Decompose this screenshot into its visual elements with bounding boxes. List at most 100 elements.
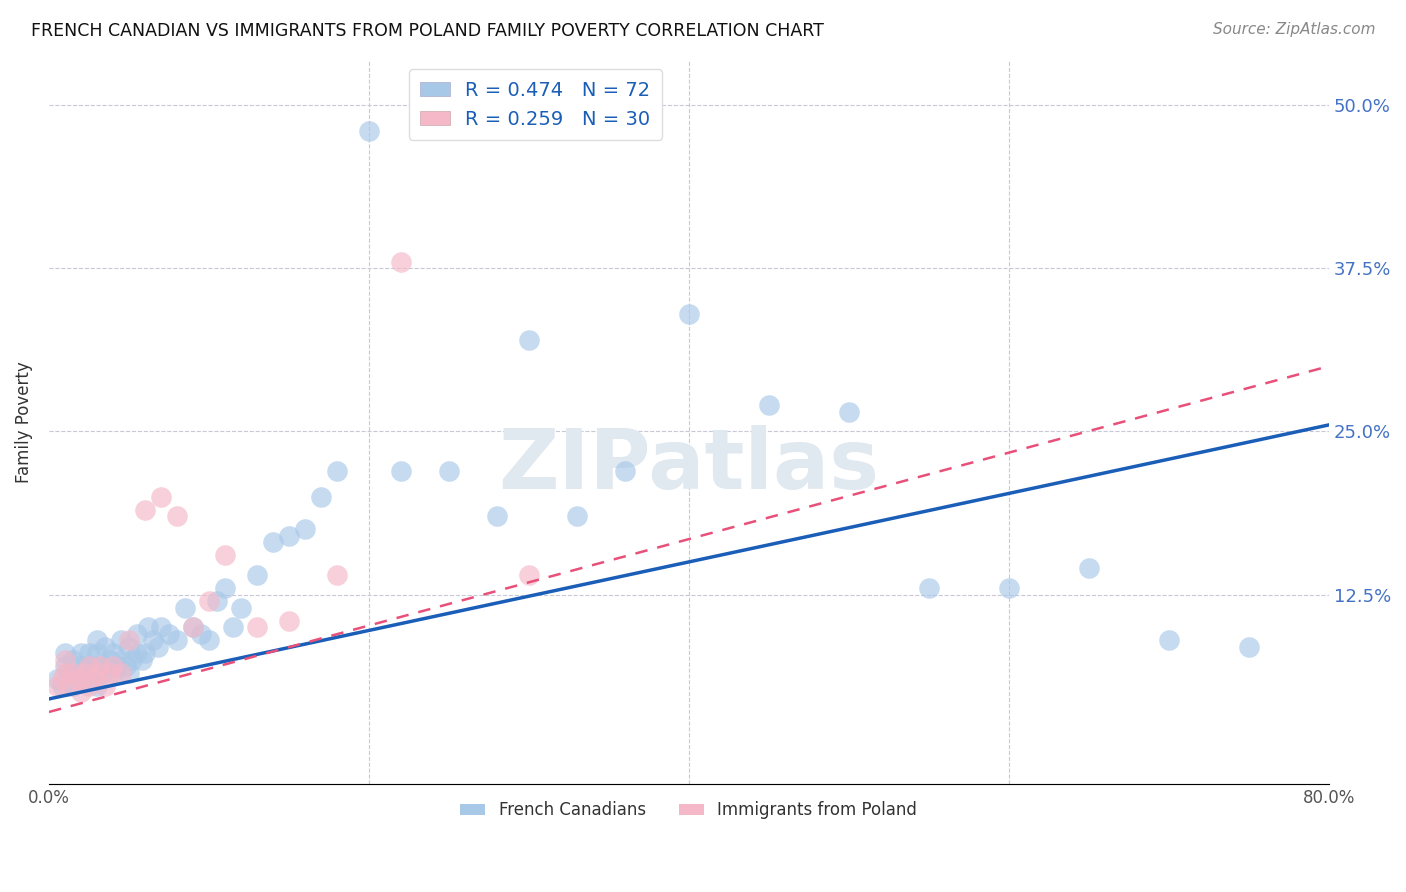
Point — [86, 633, 108, 648]
Point — [134, 646, 156, 660]
Point — [118, 640, 141, 654]
Point — [86, 659, 108, 673]
Point — [66, 673, 89, 687]
Point — [214, 581, 236, 595]
Point — [131, 653, 153, 667]
Point — [77, 646, 100, 660]
Point — [1077, 561, 1099, 575]
Point — [174, 600, 197, 615]
Point — [222, 620, 245, 634]
Point — [125, 626, 148, 640]
Point — [94, 659, 117, 673]
Point — [110, 665, 132, 680]
Point — [149, 490, 172, 504]
Point — [136, 620, 159, 634]
Point — [246, 620, 269, 634]
Point — [437, 464, 460, 478]
Point — [46, 679, 69, 693]
Point — [89, 659, 111, 673]
Point — [70, 646, 93, 660]
Point — [51, 679, 73, 693]
Point — [357, 124, 380, 138]
Point — [101, 646, 124, 660]
Point — [205, 594, 228, 608]
Point — [77, 679, 100, 693]
Point — [110, 633, 132, 648]
Point — [181, 620, 204, 634]
Point — [181, 620, 204, 634]
Point — [246, 568, 269, 582]
Text: ZIPatlas: ZIPatlas — [498, 425, 879, 506]
Point — [278, 529, 301, 543]
Point — [166, 509, 188, 524]
Point — [157, 626, 180, 640]
Point — [94, 640, 117, 654]
Point — [53, 665, 76, 680]
Point — [517, 568, 540, 582]
Point — [294, 522, 316, 536]
Legend: French Canadians, Immigrants from Poland: French Canadians, Immigrants from Poland — [454, 795, 924, 826]
Point — [77, 673, 100, 687]
Point — [998, 581, 1021, 595]
Point — [309, 490, 332, 504]
Point — [149, 620, 172, 634]
Point — [70, 673, 93, 687]
Point — [77, 659, 100, 673]
Point — [101, 659, 124, 673]
Point — [73, 665, 96, 680]
Point — [198, 594, 221, 608]
Point — [121, 653, 143, 667]
Point — [134, 502, 156, 516]
Point — [83, 665, 105, 680]
Point — [198, 633, 221, 648]
Point — [86, 679, 108, 693]
Point — [53, 646, 76, 660]
Point — [678, 307, 700, 321]
Point — [918, 581, 941, 595]
Point — [278, 614, 301, 628]
Point — [90, 665, 112, 680]
Point — [1237, 640, 1260, 654]
Point — [190, 626, 212, 640]
Point — [118, 633, 141, 648]
Point — [326, 464, 349, 478]
Point — [229, 600, 252, 615]
Point — [565, 509, 588, 524]
Point — [326, 568, 349, 582]
Point — [613, 464, 636, 478]
Text: FRENCH CANADIAN VS IMMIGRANTS FROM POLAND FAMILY POVERTY CORRELATION CHART: FRENCH CANADIAN VS IMMIGRANTS FROM POLAN… — [31, 22, 824, 40]
Text: Source: ZipAtlas.com: Source: ZipAtlas.com — [1212, 22, 1375, 37]
Point — [101, 665, 124, 680]
Point — [86, 665, 108, 680]
Point — [83, 673, 105, 687]
Point — [62, 679, 84, 693]
Point — [94, 679, 117, 693]
Point — [142, 633, 165, 648]
Point — [98, 665, 121, 680]
Point — [70, 685, 93, 699]
Point — [73, 665, 96, 680]
Point — [46, 673, 69, 687]
Point — [86, 646, 108, 660]
Point — [56, 679, 79, 693]
Point — [758, 398, 780, 412]
Point — [62, 665, 84, 680]
Point — [118, 665, 141, 680]
Point — [389, 464, 412, 478]
Point — [66, 665, 89, 680]
Point — [51, 673, 73, 687]
Point — [53, 659, 76, 673]
Point — [485, 509, 508, 524]
Point — [53, 653, 76, 667]
Point — [70, 659, 93, 673]
Point — [105, 659, 128, 673]
Point — [125, 646, 148, 660]
Point — [262, 535, 284, 549]
Point — [389, 255, 412, 269]
Point — [214, 549, 236, 563]
Point — [98, 653, 121, 667]
Point — [146, 640, 169, 654]
Point — [77, 659, 100, 673]
Point — [62, 653, 84, 667]
Point — [1157, 633, 1180, 648]
